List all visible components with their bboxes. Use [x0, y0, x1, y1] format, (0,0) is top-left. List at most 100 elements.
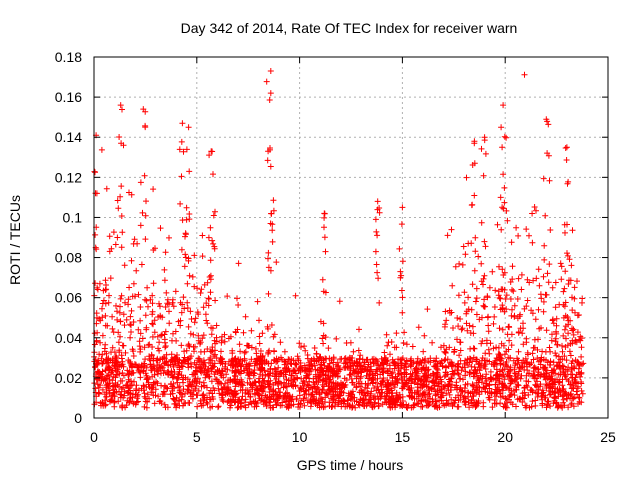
data-point: [501, 366, 508, 373]
data-point: [319, 387, 326, 394]
data-point: [507, 399, 514, 406]
data-point: [157, 303, 163, 310]
data-point: [170, 373, 177, 380]
data-point: [452, 263, 459, 270]
data-point: [506, 372, 513, 379]
data-point: [186, 216, 193, 223]
data-point: [288, 372, 295, 379]
data-point: [267, 163, 274, 170]
data-point: [515, 232, 522, 239]
data-point: [204, 400, 211, 407]
data-point: [333, 335, 340, 342]
data-point: [414, 381, 421, 388]
data-point: [237, 356, 244, 363]
data-point: [336, 392, 343, 399]
data-point: [531, 344, 538, 351]
data-point: [573, 388, 580, 395]
data-point: [541, 364, 548, 371]
data-point: [434, 367, 441, 373]
data-point: [310, 355, 317, 362]
data-point: [473, 390, 480, 397]
data-point: [454, 363, 461, 369]
data-point: [560, 288, 567, 295]
data-point: [107, 275, 114, 282]
data-point: [574, 312, 581, 319]
data-point: [179, 393, 186, 400]
data-point: [415, 400, 422, 406]
data-point: [330, 355, 337, 362]
data-point: [234, 376, 241, 383]
data-point: [570, 326, 577, 333]
data-point: [126, 385, 133, 392]
data-point: [368, 396, 375, 403]
data-point: [220, 398, 227, 405]
data-point: [466, 322, 473, 329]
data-point: [504, 217, 511, 224]
data-point: [483, 377, 490, 384]
data-point: [252, 345, 259, 352]
data-point: [268, 322, 275, 328]
data-point: [227, 404, 233, 411]
data-point: [232, 361, 239, 368]
data-point: [491, 397, 498, 403]
data-point: [553, 315, 560, 322]
data-point: [301, 391, 308, 398]
data-point: [257, 366, 264, 373]
data-point: [225, 358, 232, 365]
data-point: [283, 364, 290, 371]
data-point: [501, 199, 508, 206]
data-point: [99, 351, 106, 358]
data-point: [227, 387, 234, 394]
data-point: [377, 380, 384, 387]
data-point: [497, 194, 504, 201]
data-point: [205, 234, 212, 241]
data-point: [128, 322, 134, 329]
data-point: [389, 400, 396, 407]
data-point: [119, 229, 126, 236]
data-point: [557, 260, 564, 267]
data-point: [569, 371, 576, 378]
data-point: [473, 285, 480, 292]
data-point: [135, 398, 141, 405]
data-point: [256, 356, 263, 362]
data-point: [137, 304, 144, 310]
data-point: [402, 379, 409, 386]
data-point: [221, 331, 228, 338]
data-point: [471, 192, 478, 199]
data-point: [350, 348, 357, 355]
data-point: [556, 364, 563, 371]
data-point: [156, 339, 163, 346]
data-point: [182, 390, 188, 397]
data-point: [374, 269, 381, 276]
data-point: [399, 385, 405, 392]
data-point: [157, 312, 164, 319]
data-point: [94, 286, 101, 293]
data-point: [503, 134, 510, 141]
data-point: [161, 266, 168, 273]
data-point: [489, 404, 496, 411]
data-point: [478, 388, 485, 395]
data-point: [478, 219, 485, 226]
data-point: [225, 384, 232, 390]
data-point: [379, 369, 386, 376]
data-point: [543, 116, 550, 123]
data-point: [262, 371, 269, 378]
data-point: [301, 362, 308, 369]
data-point: [111, 386, 118, 393]
data-point: [444, 232, 451, 239]
data-point: [441, 402, 448, 409]
data-point: [100, 358, 107, 365]
data-point: [177, 299, 184, 306]
data-point: [523, 335, 530, 342]
x-tick-label: 10: [292, 429, 308, 445]
data-point: [349, 404, 356, 410]
data-point: [321, 224, 327, 231]
data-point: [561, 303, 568, 310]
data-point: [438, 383, 445, 390]
data-point: [574, 278, 580, 285]
data-point: [152, 392, 159, 399]
data-point: [470, 393, 477, 400]
data-point: [412, 376, 419, 383]
data-point: [205, 295, 212, 302]
data-point: [142, 212, 149, 219]
